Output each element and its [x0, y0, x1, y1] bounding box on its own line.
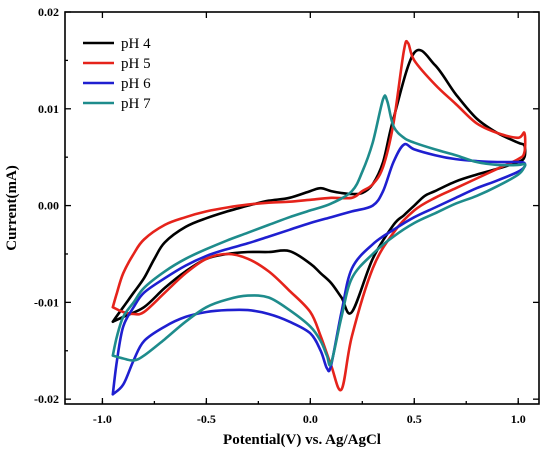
legend-label-ph-7: pH 7	[121, 96, 151, 112]
legend: pH 4 pH 5 pH 6 pH 7	[83, 36, 151, 112]
series-line-ph-5	[111, 39, 527, 392]
series-line-ph-7	[111, 94, 527, 367]
x-tick-label: -1.0	[93, 412, 112, 426]
series-line-ph-4	[111, 48, 527, 323]
legend-label-ph-6: pH 6	[121, 76, 151, 92]
y-tick-label: 0.02	[38, 5, 59, 19]
y-tick-label: 0.01	[38, 102, 59, 116]
series-layer	[111, 39, 527, 396]
y-axis-title: Current(mA)	[4, 165, 20, 251]
x-tick-label: 0.0	[303, 412, 318, 426]
series-line-ph-6	[111, 142, 527, 396]
y-tick-label: 0.00	[38, 199, 59, 213]
x-tick-label: 0.5	[407, 412, 422, 426]
plot-frame	[64, 11, 540, 405]
x-tick-label: 1.0	[511, 412, 526, 426]
x-axis-ticks: -1.0 -0.5 0.0 0.5 1.0	[93, 12, 526, 426]
x-tick-label: -0.5	[197, 412, 216, 426]
y-tick-label: -0.02	[34, 392, 59, 406]
legend-label-ph-4: pH 4	[121, 36, 151, 52]
y-axis-ticks: 0.02 0.01 0.00 -0.01 -0.02	[34, 5, 539, 406]
y-tick-label: -0.01	[34, 295, 59, 309]
legend-label-ph-5: pH 5	[121, 56, 151, 72]
x-axis-title: Potential(V) vs. Ag/AgCl	[223, 432, 381, 448]
